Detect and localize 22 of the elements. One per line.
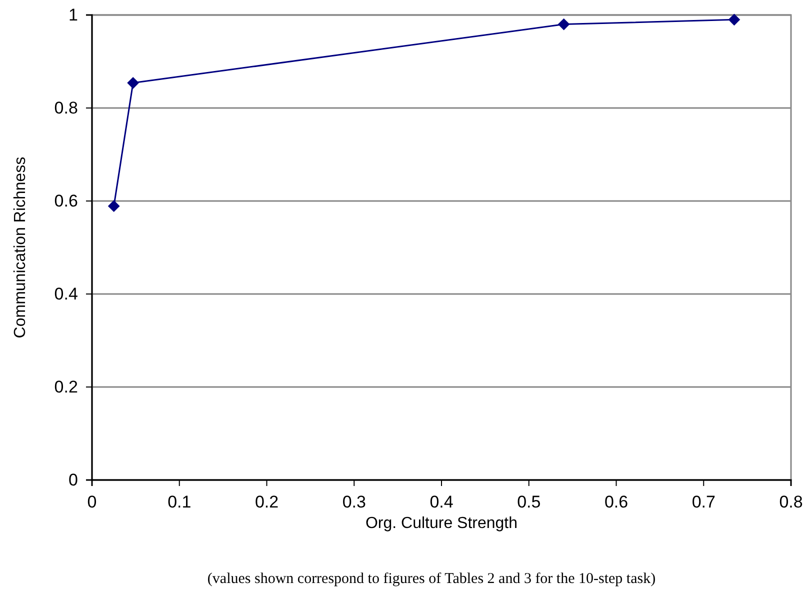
x-tick-label: 0.3 bbox=[342, 492, 366, 512]
y-axis-title: Communication Richness bbox=[12, 156, 29, 338]
y-tick-label: 0 bbox=[68, 470, 78, 490]
y-tick-label: 0.4 bbox=[54, 284, 78, 304]
x-axis-title: Org. Culture Strength bbox=[365, 515, 518, 532]
x-tick-label: 0.7 bbox=[692, 492, 716, 512]
y-tick-label: 0.8 bbox=[54, 98, 78, 118]
text: (values shown correspond to figures of Tables 2 and 3 for the 10-step task) bbox=[207, 571, 656, 587]
x-tick-label: 0.5 bbox=[517, 492, 541, 512]
point bbox=[108, 200, 120, 212]
x-tick-label: 0 bbox=[87, 492, 97, 512]
point bbox=[558, 18, 570, 30]
x-tick-label: 0.6 bbox=[604, 492, 628, 512]
point bbox=[728, 14, 740, 26]
x-tick-label: 0.2 bbox=[254, 492, 279, 512]
y-tick-label: 0.2 bbox=[54, 377, 78, 396]
x-tick-label: 0.8 bbox=[779, 492, 803, 512]
y-tick-label: 1 bbox=[68, 5, 78, 24]
point bbox=[127, 76, 140, 89]
x-tick-label: 0.4 bbox=[430, 492, 454, 512]
y-tick-label: 0.6 bbox=[54, 191, 78, 210]
x-tick-label: 0.1 bbox=[168, 492, 192, 512]
